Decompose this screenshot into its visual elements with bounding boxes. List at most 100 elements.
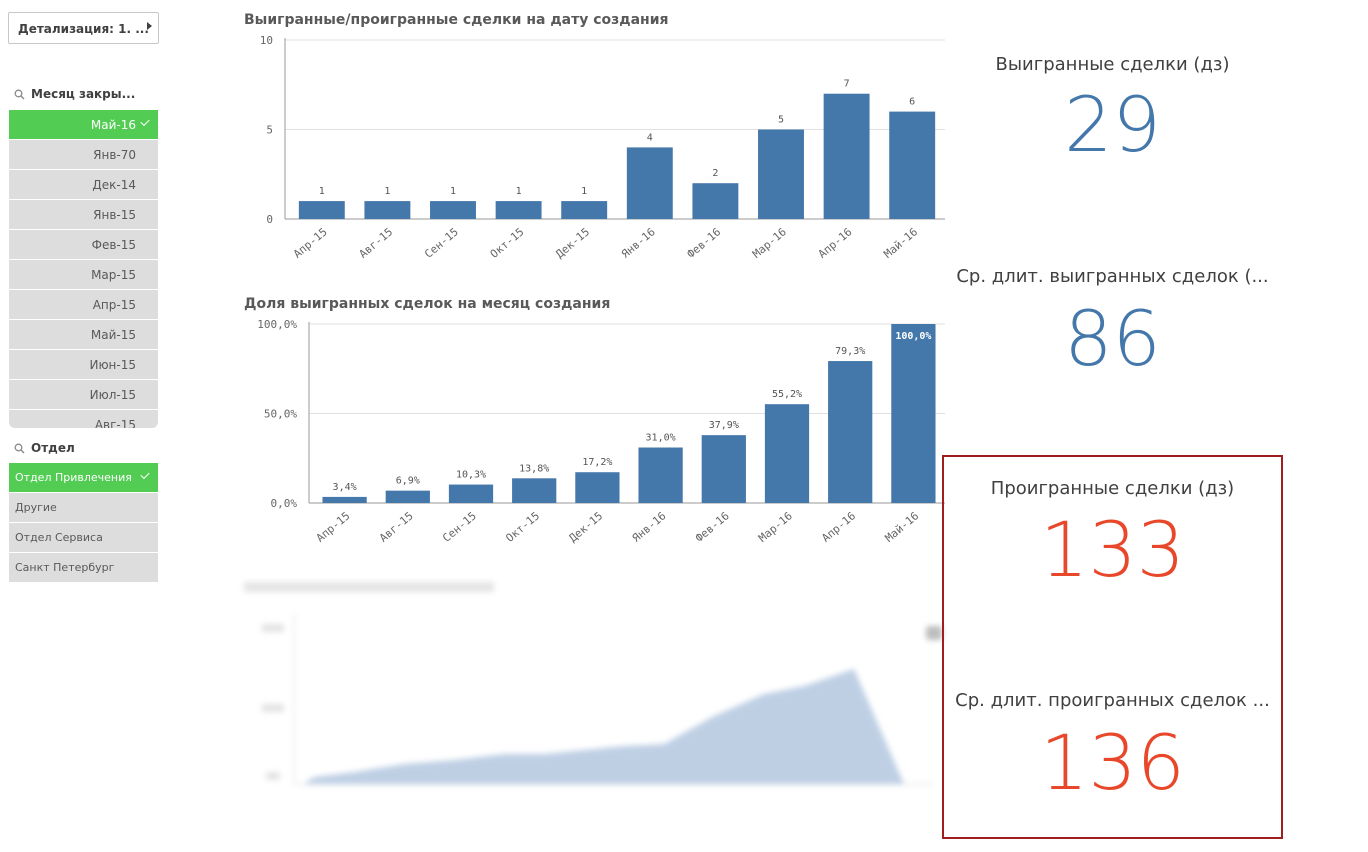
x-tick-label: Апр-16 — [819, 509, 858, 545]
x-tick-label: Окт-15 — [503, 509, 542, 545]
kpi-lost-deals-label: Проигранные сделки (дз) — [990, 478, 1235, 499]
x-tick-label: Дек-15 — [553, 225, 592, 261]
bar[interactable] — [764, 404, 810, 503]
chart1-title: Выигранные/проигранные сделки на дату со… — [244, 12, 669, 28]
kpi-won-deals-value: 29 — [1064, 80, 1161, 169]
data-label: 100,0% — [895, 331, 931, 342]
data-label: 6,9% — [396, 476, 420, 487]
x-tick-label: Янв-16 — [630, 509, 669, 545]
month-filter-item[interactable]: Янв-15 — [9, 200, 158, 230]
bar[interactable] — [385, 490, 430, 503]
data-label: 1 — [516, 186, 522, 197]
data-label: 1 — [581, 186, 587, 197]
bar[interactable] — [364, 201, 411, 219]
bar[interactable] — [823, 93, 870, 219]
dept-filter-list[interactable]: Отдел Привлечения Другие Отдел Сервиса Санк… — [9, 463, 158, 583]
x-tick-label: Мар-16 — [750, 225, 789, 261]
data-label: 10,3% — [456, 470, 486, 481]
x-tick-label: Авг-15 — [357, 225, 396, 261]
x-tick-label: Авг-15 — [377, 509, 416, 545]
dept-filter-item-label: Санкт Петербург — [15, 561, 115, 574]
bar[interactable] — [889, 111, 936, 219]
x-tick-label: Апр-16 — [816, 225, 855, 261]
bar[interactable] — [626, 147, 673, 219]
month-filter-item[interactable]: Апр-15 — [9, 290, 158, 320]
drill-down-dropdown[interactable]: Детализация: 1. ... — [8, 12, 159, 44]
chevron-right-icon — [147, 22, 152, 30]
bar[interactable] — [561, 201, 608, 219]
x-tick-label: Сен-15 — [422, 225, 461, 261]
month-filter-list[interactable]: Май-16 Янв-70 Дек-14 Янв-15 Фев-15 Мар-15 Апр-… — [9, 110, 158, 428]
bar[interactable] — [430, 201, 476, 219]
dept-filter-item[interactable]: Отдел Привлечения — [9, 463, 158, 493]
y-tick-label: 100,0% — [257, 318, 297, 331]
search-icon — [14, 89, 25, 99]
month-filter-item-label: Май-16 — [90, 117, 136, 132]
month-filter-item[interactable]: Авг-15 — [9, 410, 158, 428]
month-filter-item[interactable]: Фев-15 — [9, 230, 158, 260]
month-filter-item[interactable]: Дек-14 — [9, 170, 158, 200]
dept-filter-item[interactable]: Отдел Сервиса — [9, 523, 158, 553]
bar[interactable] — [891, 324, 936, 503]
month-filter-item[interactable]: Июл-15 — [9, 380, 158, 410]
bar[interactable] — [828, 361, 873, 503]
search-icon — [14, 443, 25, 453]
x-tick-label: Сен-15 — [440, 509, 479, 545]
dept-filter-header[interactable]: Отдел — [14, 438, 75, 458]
month-filter-item-label: Июл-15 — [89, 387, 136, 402]
bar[interactable] — [638, 447, 683, 503]
month-filter-item[interactable]: Май-15 — [9, 320, 158, 350]
month-filter-item[interactable]: Мар-15 — [9, 260, 158, 290]
kpi-lost-duration-value: 136 — [1039, 718, 1186, 807]
data-label: 6 — [909, 97, 915, 108]
bar[interactable] — [512, 478, 557, 503]
bar[interactable] — [575, 472, 620, 503]
data-label: 55,2% — [772, 389, 802, 400]
dept-filter-item-label: Отдел Привлечения — [15, 471, 132, 484]
data-label: 31,0% — [646, 433, 676, 444]
month-filter-item-label: Мар-15 — [91, 267, 136, 282]
x-tick-label: Фев-16 — [685, 225, 724, 261]
month-filter-item-label: Фев-15 — [91, 237, 136, 252]
won-share-chart[interactable]: 0,0% 50,0% 100,0% 3,4% Апр-15 6,9% Авг-15 10,3%… — [244, 314, 949, 559]
x-tick-label: Мар-16 — [756, 509, 795, 545]
month-filter-item[interactable]: Май-16 — [9, 110, 158, 140]
y-tick-label: 0 — [266, 213, 273, 226]
month-filter-title: Месяц закры... — [31, 87, 136, 101]
data-label: 5 — [778, 115, 784, 126]
bar[interactable] — [758, 129, 804, 220]
selected-object-frame[interactable] — [942, 455, 1283, 839]
bar[interactable] — [495, 201, 542, 219]
month-filter-item[interactable]: Июн-15 — [9, 350, 158, 380]
month-filter-item[interactable]: Янв-70 — [9, 140, 158, 170]
blurred-area-chart — [244, 582, 942, 785]
data-label: 13,8% — [519, 463, 549, 474]
bar[interactable] — [322, 496, 367, 503]
kpi-lost-deals-value: 133 — [1039, 505, 1186, 594]
x-tick-label: Дек-15 — [567, 509, 606, 545]
kpi-won-deals-label: Выигранные сделки (дз) — [995, 54, 1230, 75]
dept-filter-item[interactable]: Санкт Петербург — [9, 553, 158, 583]
bar[interactable] — [298, 201, 345, 219]
bar[interactable] — [448, 484, 494, 503]
bar[interactable] — [692, 183, 739, 219]
month-filter-item-label: Май-15 — [90, 327, 136, 342]
bar[interactable] — [701, 435, 746, 503]
x-tick-label: Фев-16 — [693, 509, 732, 545]
x-tick-label: Апр-15 — [291, 225, 330, 261]
month-filter-header[interactable]: Месяц закры... — [14, 84, 135, 104]
data-label: 1 — [384, 186, 390, 197]
dept-filter-item-label: Другие — [15, 501, 57, 514]
won-lost-deals-chart[interactable]: 0 5 10 1 Апр-15 1 Авг-15 1 Сен-15 1 Окт-15 1 Дек-15 4… — [244, 30, 949, 275]
x-tick-label: Апр-15 — [314, 509, 353, 545]
dept-filter-title: Отдел — [31, 441, 75, 455]
check-icon — [140, 469, 150, 480]
kpi-won-duration-value: 86 — [1064, 294, 1161, 383]
month-filter-item-label: Янв-15 — [93, 207, 136, 222]
y-tick-label: 5 — [266, 124, 273, 137]
data-label: 4 — [647, 132, 653, 143]
month-filter-item-label: Апр-15 — [92, 297, 136, 312]
dept-filter-item[interactable]: Другие — [9, 493, 158, 523]
check-icon — [140, 116, 150, 127]
month-filter-item-label: Июн-15 — [89, 357, 136, 372]
